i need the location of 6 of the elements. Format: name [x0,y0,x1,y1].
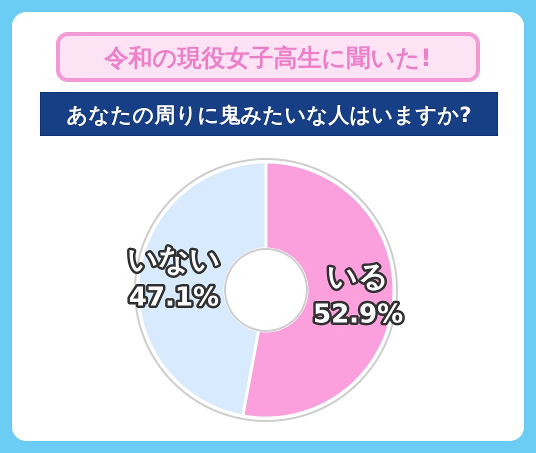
chart-title: 令和の現役女子高生に聞いた! [104,44,432,72]
slice-label: いない [127,242,220,278]
slice-label: いる [327,259,390,294]
chart-subtitle: あなたの周りに鬼みたいな人はいますか? [66,103,472,127]
data-label: 47.1% [128,282,220,313]
data-label: 52.9% [312,299,404,330]
